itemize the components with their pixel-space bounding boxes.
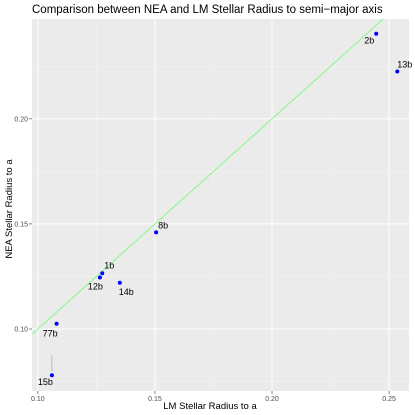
x-tick-label: 0.25 [382, 396, 396, 403]
major-gridlines [32, 19, 409, 391]
y-axis-ticks: 0.10 0.15 0.20 [14, 116, 32, 334]
point-label-15b: 15b [38, 377, 53, 387]
minor-gridlines [32, 19, 409, 391]
point-label-1b: 1b [104, 260, 114, 270]
point-label-8b: 8b [158, 220, 168, 230]
x-tick-label: 0.20 [265, 396, 279, 403]
y-tick-label: 0.20 [14, 116, 28, 123]
data-point-1b [100, 271, 105, 276]
data-point-12b [97, 275, 102, 280]
data-point-2b [374, 31, 379, 36]
x-axis-title: LM Stellar Radius to a [163, 401, 257, 412]
x-axis-ticks: 0.10 0.15 0.20 0.25 [31, 391, 396, 403]
point-label-14b: 14b [119, 287, 134, 297]
point-labels: 2b 13b 8b 1b 12b 14b 77b 15b [38, 36, 412, 388]
y-tick-label: 0.15 [14, 221, 28, 228]
y-axis-title: NEA Stellar Radius to a [4, 159, 15, 259]
point-label-77b: 77b [43, 329, 58, 339]
point-label-13b: 13b [397, 60, 412, 70]
plot-panel [32, 19, 409, 391]
x-tick-label: 0.10 [31, 396, 45, 403]
data-points [49, 31, 400, 378]
data-point-15b [49, 373, 54, 378]
y-tick-label: 0.10 [14, 327, 28, 334]
chart-title: Comparison between NEA and LM Stellar Ra… [32, 4, 383, 16]
data-point-77b [54, 321, 59, 326]
reference-line [31, 18, 384, 335]
point-label-12b: 12b [88, 282, 103, 292]
data-point-14b [117, 280, 122, 285]
data-point-13b [395, 69, 400, 74]
point-label-2b: 2b [364, 36, 374, 46]
data-point-8b [154, 230, 159, 235]
x-tick-label: 0.15 [148, 396, 162, 403]
